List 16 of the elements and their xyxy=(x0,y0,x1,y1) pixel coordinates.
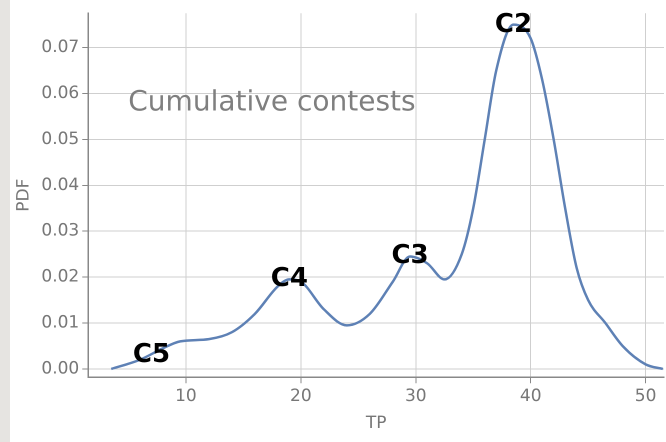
x-tick-label: 20 xyxy=(290,386,312,406)
y-tick-label: 0.00 xyxy=(41,358,80,378)
y-tick-label: 0.05 xyxy=(41,128,80,149)
annotation: Cumulative contests xyxy=(128,84,416,118)
y-tick-label: 0.02 xyxy=(41,266,80,287)
x-tick-label: 50 xyxy=(634,386,656,406)
y-tick-label: 0.01 xyxy=(41,312,80,332)
x-tick-label: 10 xyxy=(175,386,197,406)
y-tick-label: 0.06 xyxy=(41,82,80,103)
y-tick-label: 0.07 xyxy=(41,37,80,58)
y-tick-label: 0.03 xyxy=(41,220,80,241)
y-tick-label: 0.04 xyxy=(41,174,80,195)
y-axis-title: PDF xyxy=(14,178,34,212)
x-tick-label: 30 xyxy=(404,386,427,406)
x-tick-label: 40 xyxy=(520,386,542,406)
x-axis-title: TP xyxy=(364,413,386,434)
